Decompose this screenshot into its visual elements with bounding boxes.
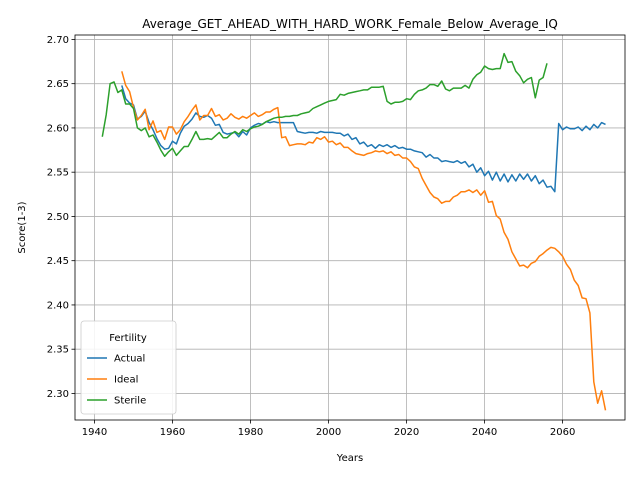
- legend-label-actual: Actual: [114, 354, 145, 365]
- legend-box: [80, 320, 177, 415]
- x-tick-label: 1980: [238, 427, 263, 438]
- y-tick-label: 2.55: [47, 168, 69, 179]
- legend-entries: Actual Ideal Sterile: [87, 354, 146, 407]
- legend-label-sterile: Sterile: [114, 396, 146, 407]
- x-tick-label: 2000: [316, 427, 341, 438]
- y-tick-label: 2.50: [47, 212, 69, 223]
- legend-title: Fertility: [109, 333, 147, 344]
- y-axis-label: Score(1-3): [17, 201, 28, 253]
- legend: Fertility Actual Ideal Sterile: [80, 320, 177, 415]
- y-tick-label: 2.70: [47, 35, 69, 46]
- y-tick-label: 2.60: [47, 123, 69, 134]
- series-lines: [101, 52, 607, 411]
- chart-title: Average_GET_AHEAD_WITH_HARD_WORK_Female_…: [142, 17, 558, 31]
- y-tick-label: 2.35: [47, 345, 69, 356]
- axis-ticks: 1940 1960 1980 2000 2020 2040 2060 2.30 2.35 2.40…: [47, 35, 576, 438]
- x-axis-label: Years: [336, 453, 363, 464]
- plot-area-frame: [74, 34, 626, 421]
- y-tick-label: 2.30: [47, 389, 69, 400]
- y-tick-label: 2.65: [47, 79, 69, 90]
- series-line-sterile: [101, 52, 548, 158]
- x-tick-label: 1960: [160, 427, 185, 438]
- y-tick-label: 2.40: [47, 300, 69, 311]
- x-tick-label: 2020: [394, 427, 419, 438]
- y-tick-label: 2.45: [47, 256, 69, 267]
- legend-label-ideal: Ideal: [114, 375, 138, 386]
- x-tick-label: 1940: [82, 427, 107, 438]
- x-tick-label: 2040: [472, 427, 497, 438]
- x-tick-label: 2060: [550, 427, 575, 438]
- series-line-ideal: [121, 71, 607, 411]
